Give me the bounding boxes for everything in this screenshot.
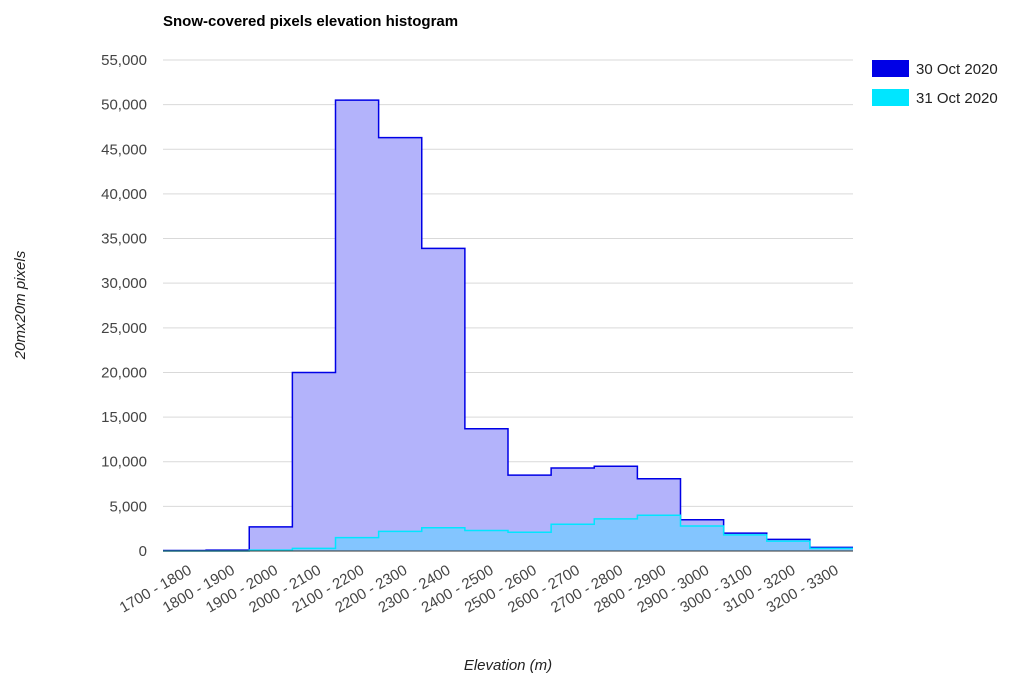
gridlines [163,59,853,507]
y-tick-label: 40,000 [101,186,147,203]
series-line-2 [163,514,853,552]
y-tick-label: 35,000 [101,231,147,248]
series-areas [163,99,853,552]
x-axis-title: Elevation (m) [464,657,552,674]
y-tick-label: 55,000 [101,52,147,69]
y-tick-label: 30,000 [101,275,147,292]
legend-swatch-2 [872,89,909,106]
chart-title: Snow-covered pixels elevation histogram [163,13,458,30]
y-tick-label: 45,000 [101,141,147,158]
series-area-1 [163,100,853,551]
y-tick-label: 10,000 [101,454,147,471]
y-axis-title: 20mx20m pixels [12,250,29,360]
y-axis-ticks: 0 5,000 10,000 15,000 20,000 25,000 30,000 35,0… [101,52,147,560]
legend-label-1: 30 Oct 2020 [916,61,998,78]
y-tick-label: 15,000 [101,409,147,426]
legend-label-2: 31 Oct 2020 [916,90,998,107]
legend-swatch-1 [872,60,909,77]
y-tick-label: 25,000 [101,320,147,337]
y-tick-label: 50,000 [101,97,147,114]
y-tick-label: 5,000 [109,498,147,515]
y-tick-label: 0 [139,543,147,560]
legend: 30 Oct 2020 31 Oct 2020 [872,60,998,107]
y-tick-label: 20,000 [101,364,147,381]
